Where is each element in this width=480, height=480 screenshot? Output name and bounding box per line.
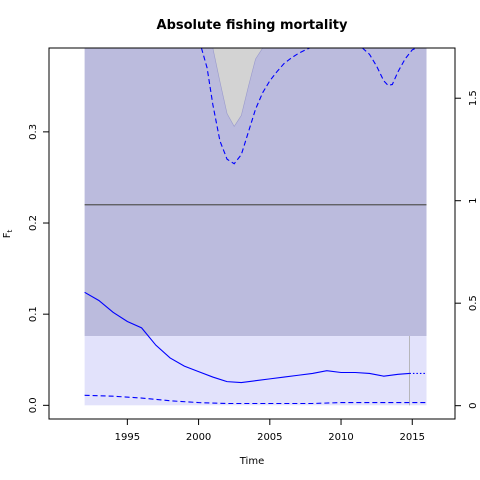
y-axis-label-sub: t — [6, 229, 14, 232]
right-y-axis: 0 0.5 1 1.5 — [455, 90, 479, 409]
right-y-tick-label: 0 — [468, 402, 479, 408]
series-lines — [84, 48, 427, 405]
gray-region — [212, 48, 264, 127]
confidence-bands — [84, 48, 427, 406]
x-tick-label: 2010 — [328, 432, 353, 443]
y-tick-label: 0.1 — [28, 306, 39, 322]
y-tick-label: 0.2 — [28, 215, 39, 231]
x-tick-label: 2000 — [186, 432, 211, 443]
series-line-2 — [84, 394, 427, 405]
y-axis: 0.0 0.1 0.2 0.3 — [28, 124, 49, 413]
x-axis: 1995 2000 2005 2010 2015 — [115, 419, 425, 443]
right-y-tick-label: 1.5 — [468, 90, 479, 106]
chart-title: Absolute fishing mortality — [157, 18, 348, 33]
x-tick-label: 1995 — [115, 432, 140, 443]
band-1 — [84, 336, 427, 406]
x-tick-label: 2015 — [400, 432, 425, 443]
series-line-0 — [84, 291, 410, 384]
y-axis-label-main: F — [2, 232, 13, 238]
x-axis-label: Time — [239, 456, 264, 467]
series-line-4 — [362, 48, 417, 86]
x-tick-label: 2005 — [257, 432, 282, 443]
series-line-3 — [200, 48, 310, 165]
y-axis-label: Ft — [2, 229, 14, 238]
reference-lines — [84, 204, 427, 406]
right-y-tick-label: 0.5 — [468, 295, 479, 311]
y-tick-label: 0.3 — [28, 124, 39, 140]
band-0 — [84, 48, 427, 337]
y-tick-label: 0.0 — [28, 397, 39, 413]
plot-frame — [48, 47, 456, 420]
gray-region-shape — [212, 48, 264, 127]
right-y-tick-label: 1 — [468, 198, 479, 204]
